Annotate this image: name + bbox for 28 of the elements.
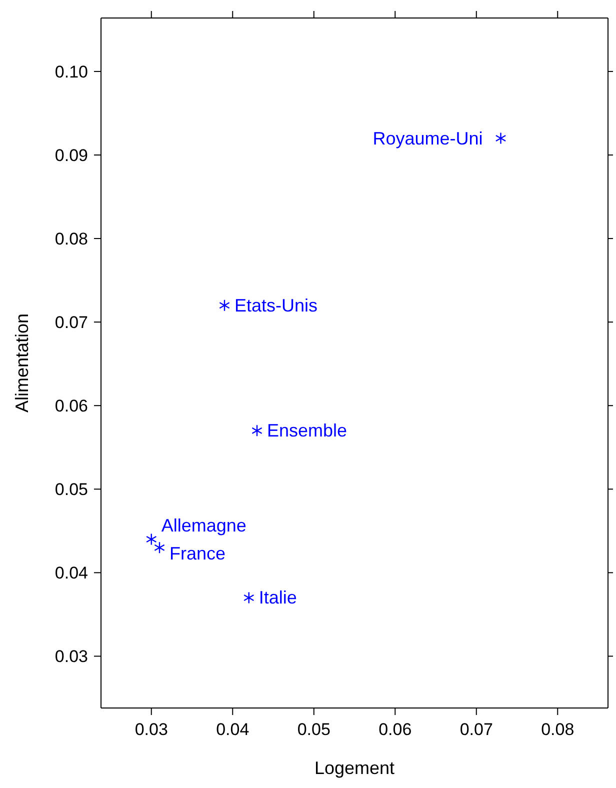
series-label: Italie bbox=[258, 588, 297, 608]
y-tick-label: 0.08 bbox=[54, 230, 88, 249]
y-tick-label: 0.05 bbox=[54, 480, 88, 500]
x-tick-label: 0.08 bbox=[541, 720, 574, 740]
point bbox=[219, 299, 230, 312]
y-tick-label: 0.09 bbox=[54, 146, 88, 166]
point bbox=[495, 132, 506, 144]
series-label: Royaume-Uni bbox=[372, 128, 483, 148]
series-label: Allemagne bbox=[161, 516, 246, 536]
series-label: France bbox=[170, 543, 226, 564]
y-tick-label: 0.07 bbox=[54, 313, 88, 332]
series-label: Etats-Unis bbox=[234, 295, 318, 316]
y-tick-label: 0.03 bbox=[54, 647, 88, 666]
point bbox=[252, 424, 262, 437]
x-tick-label: 0.07 bbox=[460, 720, 493, 740]
x-tick-label: 0.05 bbox=[297, 720, 330, 740]
y-tick-label: 0.10 bbox=[54, 62, 88, 82]
x-tick-label: 0.06 bbox=[378, 720, 412, 740]
series-label: Ensemble bbox=[267, 420, 348, 441]
y-tick-label: 0.06 bbox=[54, 396, 88, 416]
point bbox=[154, 542, 165, 554]
x-axis-title: Logement bbox=[314, 758, 395, 778]
point bbox=[146, 533, 157, 546]
x-tick-label: 0.03 bbox=[134, 720, 168, 740]
x-tick-label: 0.04 bbox=[216, 720, 250, 740]
y-axis-title: Alimentation bbox=[12, 313, 32, 413]
point bbox=[243, 592, 254, 604]
y-tick-label: 0.04 bbox=[54, 564, 88, 583]
